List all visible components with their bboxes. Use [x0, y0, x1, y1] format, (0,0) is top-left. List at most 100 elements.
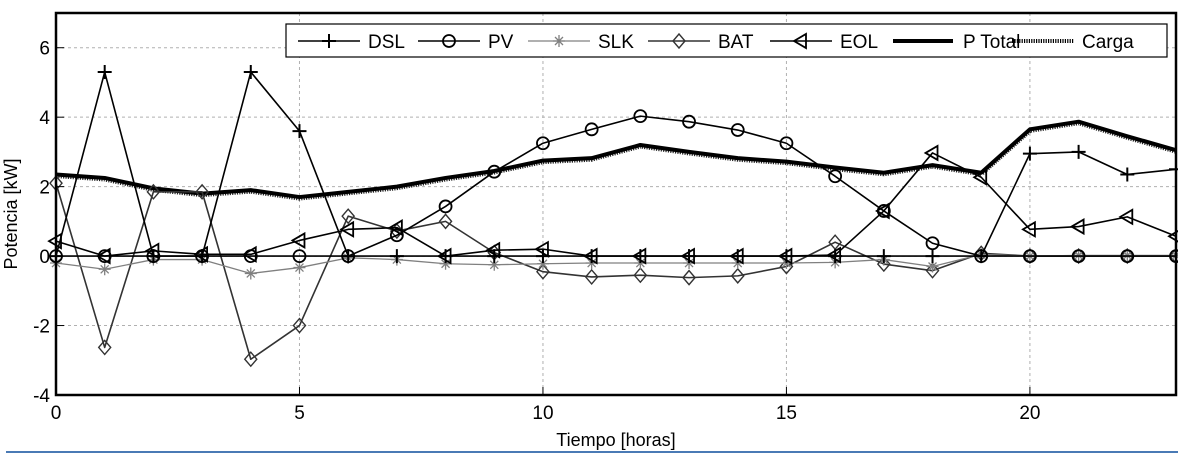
data-point-dsl	[292, 124, 307, 139]
data-point-dsl	[389, 249, 404, 264]
legend-label-pv: PV	[488, 32, 514, 53]
data-point-bat	[633, 267, 648, 284]
data-point-dsl	[925, 249, 940, 264]
data-point-pv	[487, 164, 502, 179]
data-point-dsl	[1071, 144, 1086, 159]
data-point-dsl	[438, 249, 453, 264]
data-point-bat	[292, 317, 307, 334]
ticks: 0 5 10 15 20 -4 -2 0 2 4 6	[33, 39, 1040, 424]
x-tick-label: 0	[51, 403, 62, 424]
data-point-pv	[633, 109, 648, 124]
series-pv	[49, 109, 1178, 263]
data-point-eol	[241, 245, 257, 263]
series-line-p-total	[55, 119, 1177, 200]
data-point-dsl	[828, 249, 843, 264]
series-p-total	[55, 119, 1177, 200]
data-point-dsl	[974, 249, 989, 264]
data-point-bat	[1120, 248, 1135, 265]
legend-marker-eol	[792, 32, 807, 50]
data-point-eol	[388, 219, 403, 237]
legend-item-dsl: DSL	[298, 32, 405, 53]
legend-label-slk: SLK	[598, 32, 634, 53]
data-point-eol	[923, 144, 939, 162]
data-point-slk	[439, 257, 452, 270]
data-point-pv	[438, 199, 453, 214]
data-point-dsl	[146, 249, 161, 264]
data-point-eol	[1021, 220, 1036, 238]
legend-item-p-total: P Total	[893, 32, 1020, 53]
legend-marker-pv	[442, 34, 456, 48]
data-point-eol	[95, 247, 111, 265]
data-point-bat	[876, 256, 891, 273]
series-bat	[49, 175, 1178, 368]
legend-item-eol: EOL	[770, 32, 878, 53]
data-point-dsl	[487, 249, 502, 264]
legend-marker-slk	[553, 35, 565, 47]
data-point-bat	[146, 183, 161, 200]
grid	[55, 13, 1176, 396]
data-point-eol	[1118, 208, 1134, 226]
series-line-pv	[56, 115, 1176, 257]
legend-item-bat: BAT	[648, 32, 754, 53]
data-point-dsl	[341, 249, 356, 264]
data-point-dsl	[535, 249, 550, 264]
data-point-pv	[1071, 249, 1086, 263]
series-line-bat	[55, 182, 1176, 361]
data-point-bat	[584, 268, 599, 286]
data-point-dsl	[584, 249, 599, 264]
data-point-eol	[972, 168, 988, 186]
axes-box	[54, 11, 1178, 397]
y-tick-label: -2	[33, 317, 50, 338]
data-point-bat	[97, 339, 112, 356]
data-point-dsl	[682, 249, 697, 264]
data-point-bat	[243, 351, 258, 368]
data-point-eol	[290, 231, 306, 250]
data-point-pv	[828, 169, 843, 184]
data-point-bat	[779, 258, 794, 275]
data-point-slk	[536, 257, 549, 270]
x-tick-label: 10	[532, 403, 553, 424]
x-tick-label: 20	[1019, 403, 1040, 424]
legend-item-slk: SLK	[528, 32, 634, 53]
data-point-dsl	[97, 65, 112, 80]
data-point-bat	[438, 213, 453, 230]
series-line-eol	[55, 152, 1177, 257]
data-point-slk	[293, 261, 306, 274]
data-point-dsl	[1120, 167, 1135, 182]
data-point-dsl	[876, 249, 891, 264]
data-point-pv	[682, 114, 696, 129]
data-point-slk	[926, 260, 939, 273]
data-point-bat	[730, 267, 745, 284]
data-point-dsl	[779, 249, 794, 264]
data-point-bat	[195, 183, 210, 200]
data-point-bat	[925, 262, 940, 279]
series-layer	[47, 65, 1178, 368]
legend-label-dsl: DSL	[368, 32, 405, 53]
data-point-dsl	[633, 249, 648, 264]
legend-label-eol: EOL	[840, 32, 878, 53]
y-tick-label: -4	[33, 386, 50, 407]
y-tick-label: 4	[39, 108, 50, 129]
legend-label-carga: Carga	[1082, 32, 1134, 53]
y-axis-label: Potencia [kW]	[1, 158, 21, 269]
legend-item-carga: Carga	[1012, 32, 1134, 53]
x-axis-label: Tiempo [horas]	[556, 430, 675, 450]
data-point-slk	[488, 258, 501, 271]
x-tick-label: 5	[294, 403, 305, 424]
data-point-pv	[389, 228, 404, 243]
bottom-rule	[6, 451, 1178, 453]
y-tick-label: 2	[39, 178, 50, 199]
data-point-bat	[682, 269, 696, 286]
data-point-pv	[584, 122, 599, 137]
series-dsl	[49, 65, 1178, 264]
y-tick-label: 0	[39, 247, 50, 268]
data-point-pv	[1120, 249, 1135, 263]
data-point-bat	[1071, 248, 1086, 265]
data-point-eol	[875, 202, 890, 220]
data-point-eol	[1069, 218, 1085, 236]
data-point-eol	[339, 220, 355, 238]
data-point-dsl	[243, 65, 258, 80]
legend-item-pv: PV	[418, 32, 514, 53]
y-tick-label: 6	[39, 39, 50, 60]
